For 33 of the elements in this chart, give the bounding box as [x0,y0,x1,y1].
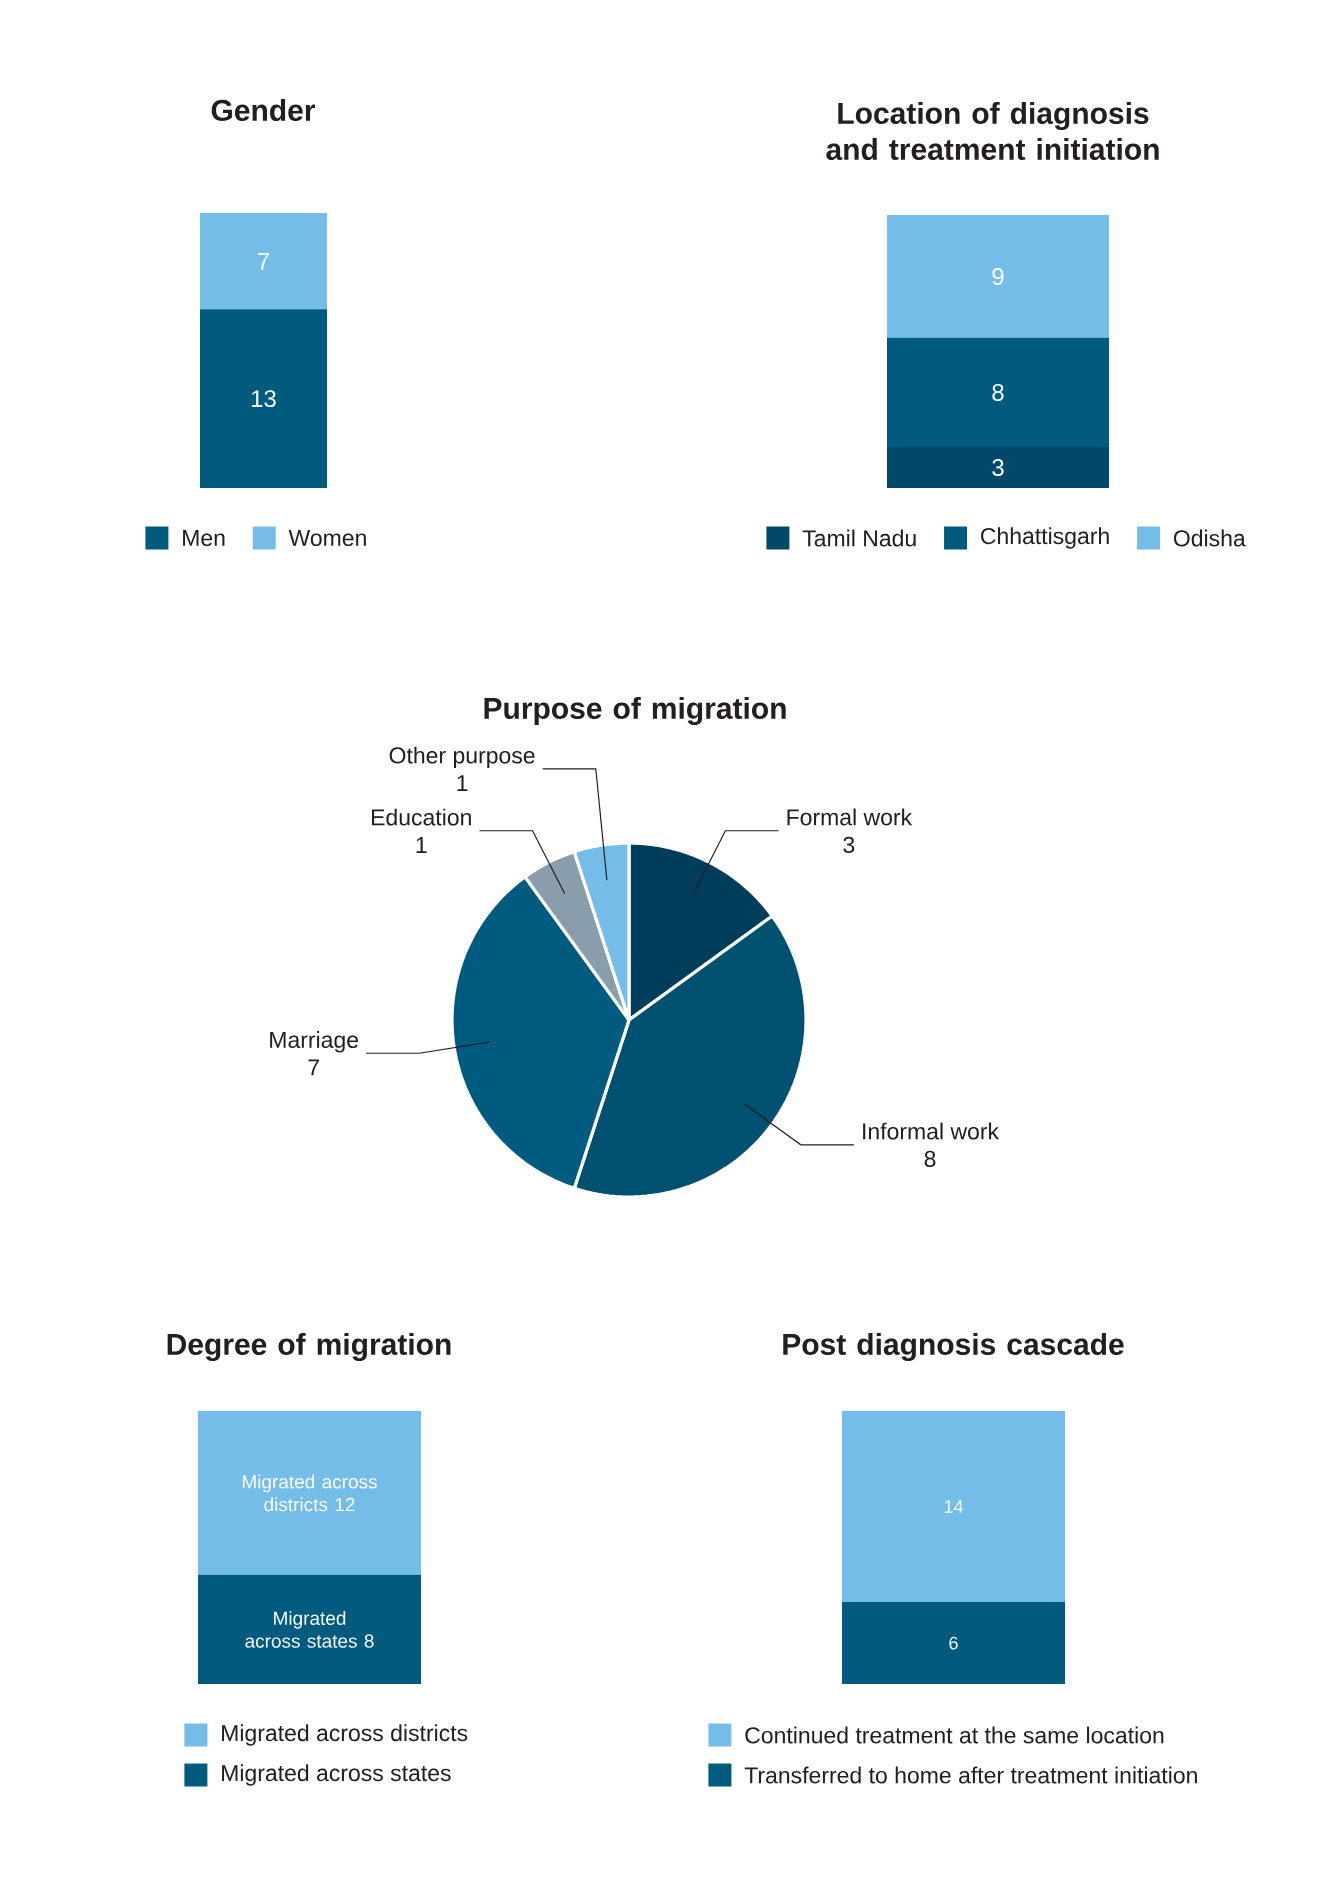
data-label: 14 [944,1500,963,1513]
legend-label: Continued treatment at the same location [745,1726,1164,1744]
slice-label: Other purpose [389,746,535,769]
chart-title: Degree of migration [167,1332,451,1362]
data-label: Migrated across districts 12 [242,1474,377,1512]
data-label: 1 [457,775,468,791]
slice-label: Informal work [863,1122,1000,1140]
data-label: Migrated across states 8 [245,1611,374,1648]
data-label: 13 [251,390,276,408]
chart-title: Post diagnosis cascade [783,1332,1124,1362]
data-label: 6 [949,1636,958,1650]
slice-label: Formal work [787,808,913,826]
legend-label: Transferred to home after treatment initiation [744,1766,1197,1784]
legend-label: Men [183,530,225,547]
data-label: 3 [843,836,855,853]
data-label: 3 [992,459,1004,477]
chart-title: Location of diagnosis and treatment initiation [826,101,1159,161]
data-label: 1 [416,837,427,853]
data-label: 7 [308,1059,319,1076]
legend-label: Odisha [1173,529,1246,547]
data-label: 8 [992,383,1004,401]
legend-label: Tamil Nadu [802,529,916,547]
slice-label: Marriage [270,1031,359,1053]
data-label: 7 [258,252,269,270]
data-label: 9 [992,267,1004,285]
legend-label: Migrated across districts [222,1724,468,1746]
legend-label: Migrated across states [222,1764,451,1786]
chart-title: Gender [211,98,316,122]
data-label: 8 [924,1150,936,1168]
slice-label: Education [371,808,471,826]
legend-label: Women [288,530,366,547]
legend-label: Chhattisgarh [981,527,1109,549]
chart-title: Purpose of migration [484,696,786,726]
